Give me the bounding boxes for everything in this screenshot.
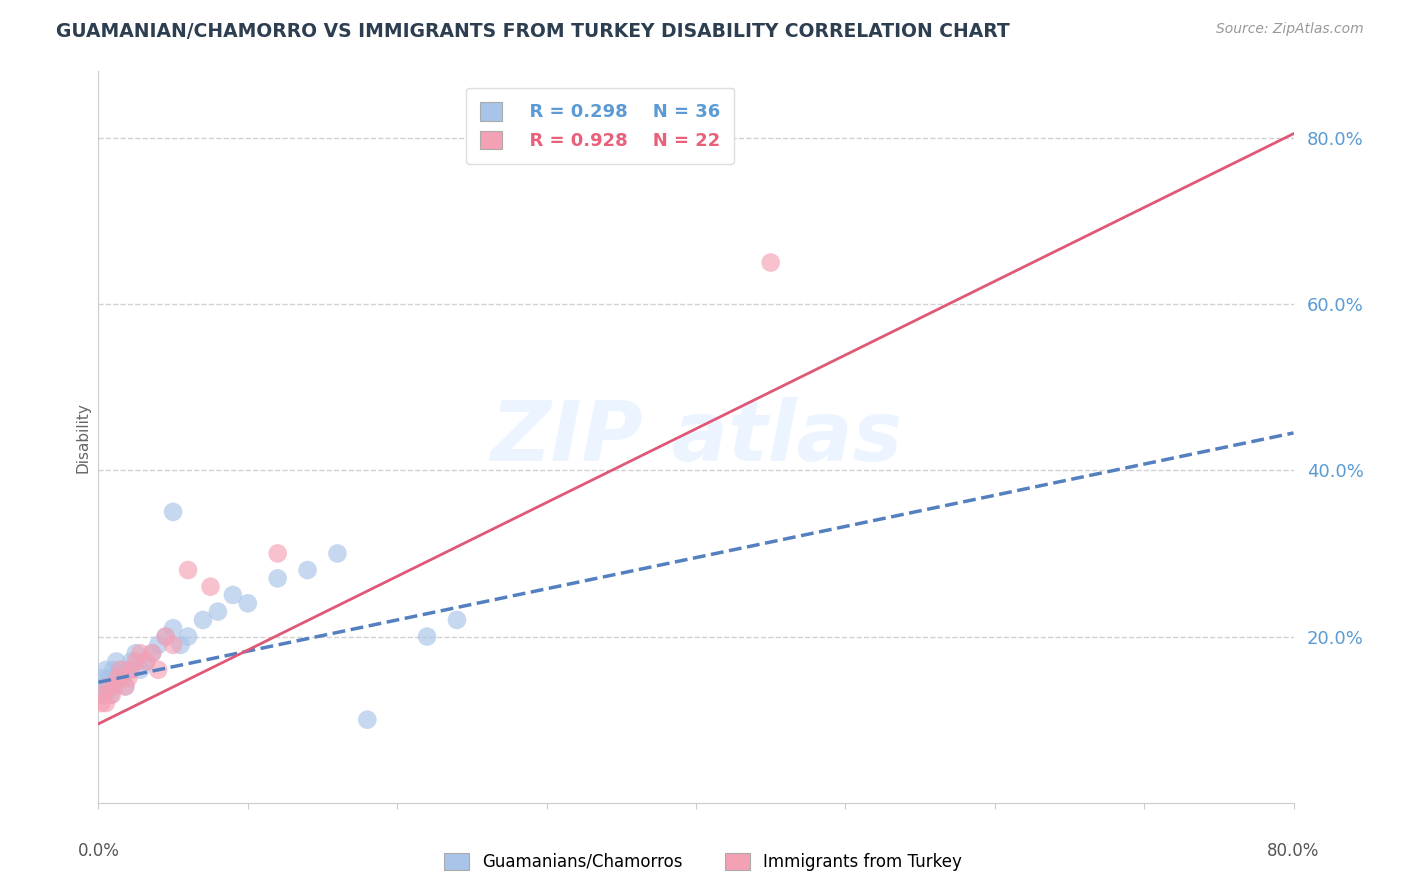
Point [94, 696, 117, 710]
Point [129, 663, 152, 677]
Text: GUAMANIAN/CHAMORRO VS IMMIGRANTS FROM TURKEY DISABILITY CORRELATION CHART: GUAMANIAN/CHAMORRO VS IMMIGRANTS FROM TU… [56, 22, 1010, 41]
Point [111, 671, 134, 685]
Point [91, 671, 114, 685]
Point [114, 680, 136, 694]
Point [104, 680, 127, 694]
Point [148, 638, 170, 652]
Text: 80.0%: 80.0% [1267, 842, 1320, 860]
Point [162, 505, 184, 519]
Point [108, 663, 131, 677]
Point [90, 696, 112, 710]
Point [96, 680, 118, 694]
Text: Source: ZipAtlas.com: Source: ZipAtlas.com [1216, 22, 1364, 37]
Legend: Guamanians/Chamorros, Immigrants from Turkey: Guamanians/Chamorros, Immigrants from Tu… [436, 845, 970, 880]
Point [267, 546, 290, 560]
Point [125, 646, 148, 660]
Point [207, 605, 229, 619]
Point [135, 655, 157, 669]
Point [117, 671, 139, 685]
Point [98, 688, 122, 702]
Point [177, 630, 200, 644]
Point [446, 613, 468, 627]
Legend:   R = 0.298    N = 36,   R = 0.928    N = 22: R = 0.298 N = 36, R = 0.928 N = 22 [465, 87, 734, 164]
Point [97, 680, 120, 694]
Point [114, 680, 136, 694]
Point [169, 638, 191, 652]
Point [356, 713, 378, 727]
Point [200, 580, 222, 594]
Point [416, 630, 439, 644]
Point [91, 688, 114, 702]
Point [155, 630, 177, 644]
Point [141, 646, 163, 660]
Point [297, 563, 319, 577]
Point [101, 680, 124, 694]
Point [120, 663, 142, 677]
Point [117, 663, 139, 677]
Point [191, 613, 214, 627]
Point [141, 646, 163, 660]
Text: ZIP atlas: ZIP atlas [489, 397, 903, 477]
Point [155, 630, 177, 644]
Point [101, 688, 124, 702]
Point [162, 638, 184, 652]
Point [97, 671, 120, 685]
Point [177, 563, 200, 577]
Text: 0.0%: 0.0% [77, 842, 120, 860]
Point [90, 680, 112, 694]
Point [93, 688, 115, 702]
Point [222, 588, 245, 602]
Point [135, 655, 157, 669]
Point [105, 655, 128, 669]
Point [103, 663, 125, 677]
Point [759, 255, 782, 269]
Point [162, 621, 184, 635]
Point [326, 546, 349, 560]
Point [94, 663, 117, 677]
Point [129, 646, 152, 660]
Point [148, 663, 170, 677]
Point [236, 596, 259, 610]
Point [125, 655, 148, 669]
Point [107, 671, 129, 685]
Point [267, 571, 290, 585]
Point [104, 671, 127, 685]
Point [110, 663, 132, 677]
Point [120, 655, 142, 669]
Y-axis label: Disability: Disability [75, 401, 90, 473]
